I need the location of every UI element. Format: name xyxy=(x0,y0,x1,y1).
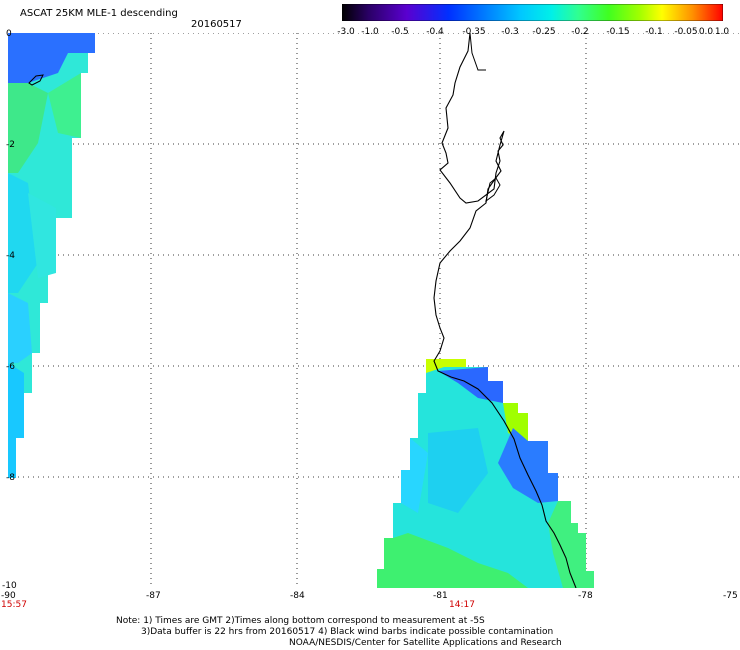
ascat-map xyxy=(8,33,740,588)
time-label-left: 15:57 xyxy=(1,600,27,610)
colorbar-tick-label: -0.15 xyxy=(606,27,630,37)
longitude-label: -78 xyxy=(578,591,593,601)
colorbar-tick-label: -1.0 xyxy=(361,27,379,37)
colorbar-tick-label: -0.05 xyxy=(674,27,698,37)
longitude-label: -90 xyxy=(1,591,16,601)
coastline-north xyxy=(469,33,486,71)
coastline-bay xyxy=(485,177,501,203)
note-line-2: 3)Data buffer is 22 hrs from 20160517 4)… xyxy=(141,627,554,637)
colorbar-tick-label: -0.35 xyxy=(462,27,486,37)
latitude-label: -6 xyxy=(6,362,15,372)
latitude-labels: 0 -2 -4 -6 -8 -10 xyxy=(0,0,20,650)
colorbar-labels: -3.0 -1.0 -0.5 -0.4 -0.35 -0.3 -0.25 -0.2 -0.15 -… xyxy=(330,27,740,39)
map-grid xyxy=(8,33,740,588)
latitude-label: -2 xyxy=(6,140,15,150)
colorbar xyxy=(342,4,723,21)
colorbar-tick-label: -0.4 xyxy=(426,27,444,37)
colorbar-tick-label: 0.0 xyxy=(698,27,714,37)
colorbar-tick-label: 1.0 xyxy=(714,27,730,37)
island-outline xyxy=(28,74,44,86)
colorbar-tick-label: -3.0 xyxy=(337,27,355,37)
west-swath xyxy=(8,33,95,478)
note-line-3: NOAA/NESDIS/Center for Satellite Applica… xyxy=(289,638,562,648)
latitude-label: -8 xyxy=(6,473,15,483)
latitude-label: -10 xyxy=(2,581,17,591)
longitude-label: -84 xyxy=(290,591,305,601)
longitude-label: -75 xyxy=(723,591,738,601)
product-title: ASCAT 25KM MLE-1 descending xyxy=(20,8,178,19)
colorbar-tick-label: -0.2 xyxy=(571,27,589,37)
latitude-label: -4 xyxy=(6,251,15,261)
coastline xyxy=(433,33,577,588)
product-date: 20160517 xyxy=(191,19,242,30)
longitude-label: -87 xyxy=(146,591,161,601)
colorbar-tick-label: -0.5 xyxy=(391,27,409,37)
time-label-center: 14:17 xyxy=(449,600,475,610)
note-line-1: Note: 1) Times are GMT 2)Times along bot… xyxy=(116,616,485,626)
colorbar-tick-label: -0.1 xyxy=(645,27,663,37)
colorbar-tick-label: -0.25 xyxy=(532,27,556,37)
longitude-label: -81 xyxy=(433,591,448,601)
colorbar-tick-label: -0.3 xyxy=(501,27,519,37)
latitude-label: 0 xyxy=(6,29,12,39)
